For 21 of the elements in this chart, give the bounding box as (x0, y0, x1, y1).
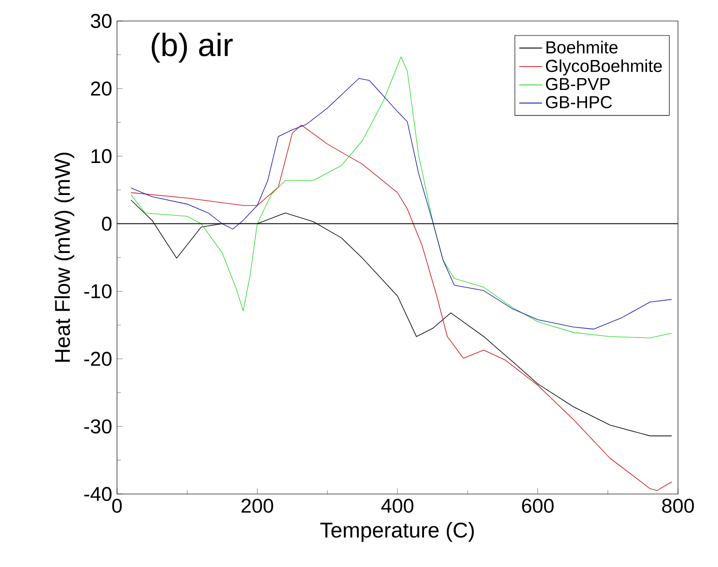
y-tick-label: -10 (84, 284, 112, 298)
y-tick-label: -40 (84, 486, 112, 502)
y-tick-label: 10 (92, 149, 112, 164)
x-axis-title: Temperature (C) (320, 522, 474, 542)
x-tick-label: 0 (112, 498, 122, 513)
y-tick-label: -30 (84, 419, 112, 434)
y-tick-label: 0 (102, 216, 112, 231)
legend-label: GlycoBoehmite (546, 59, 662, 76)
x-tick-label: 400 (381, 498, 414, 513)
y-tick-label: -20 (84, 352, 112, 366)
legend-label: Boehmite (546, 40, 618, 54)
annotation: (b) air (152, 32, 233, 63)
x-tick-label: 600 (522, 498, 554, 513)
legend-label: GB-HPC (546, 96, 612, 108)
x-tick-label: 200 (242, 498, 274, 513)
x-tick-label: 800 (662, 498, 694, 513)
line-series (130, 124, 672, 491)
y-axis-title: Heat Flow (mW) (mW) (54, 152, 74, 362)
y-tick-label: 30 (90, 14, 112, 28)
y-tick-label: 20 (91, 81, 112, 96)
legend-label: GB-PVP (546, 78, 610, 90)
